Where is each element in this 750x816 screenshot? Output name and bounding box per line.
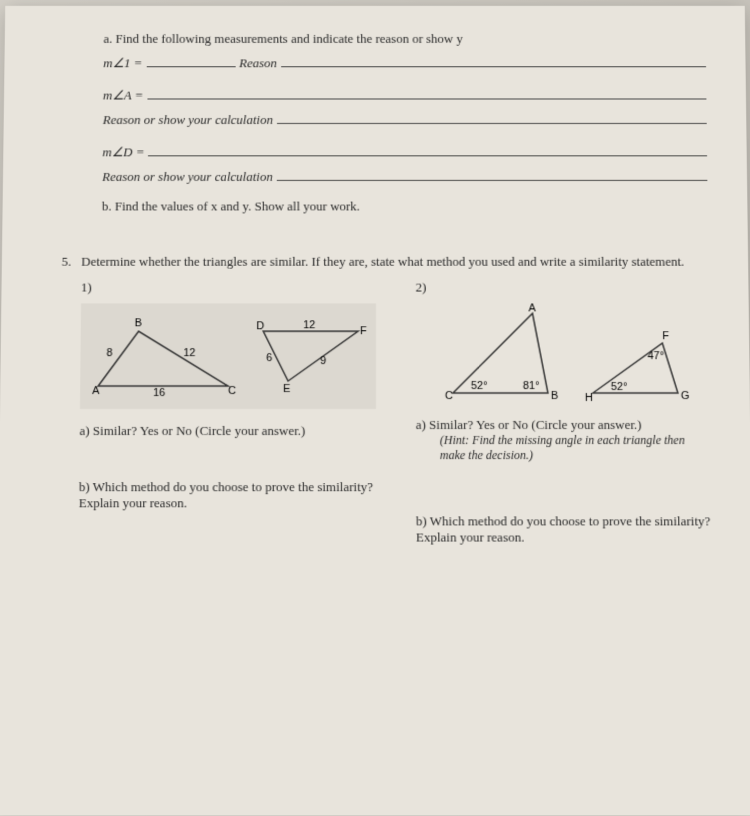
s12b: 12 <box>303 319 315 331</box>
p2-qb-text: b) Which method do you choose to prove t… <box>416 513 711 544</box>
question-5: 5. Determine whether the triangles are s… <box>58 254 711 556</box>
mD-label: m∠D = <box>102 145 144 161</box>
triangle-abc <box>98 331 228 386</box>
reason-calc-1: Reason or show your calculation <box>103 109 707 128</box>
m1-blank[interactable] <box>146 55 235 68</box>
q5-body: Determine whether the triangles are simi… <box>78 254 712 556</box>
reason-blank-1[interactable] <box>281 53 706 68</box>
part-b-text: b. Find the values of x and y. Show all … <box>102 199 360 214</box>
p2-qa-text: a) Similar? Yes or No (Circle your answe… <box>416 417 642 432</box>
mA-blank[interactable] <box>147 85 706 100</box>
p2-svg: A C B 52° 81° F H G 47° 52° <box>433 303 693 403</box>
p1-qa-text: a) Similar? Yes or No (Circle your answe… <box>79 423 305 438</box>
m1-line: m∠1 = Reason <box>103 53 706 72</box>
reason-calc-blank-1[interactable] <box>277 109 707 124</box>
q5-number: 5. <box>61 254 71 270</box>
mD-line: m∠D = <box>102 142 707 161</box>
p1-qb: b) Which method do you choose to prove t… <box>79 479 376 511</box>
p2-qa: a) Similar? Yes or No (Circle your answe… <box>416 417 711 463</box>
problem-1: 1) A B C 8 12 16 D <box>78 280 376 556</box>
part-a: a. Find the following measurements and i… <box>102 31 707 185</box>
s6: 6 <box>266 352 272 364</box>
p1-label: 1) <box>81 280 376 296</box>
triangle-def <box>263 331 358 381</box>
vD: D <box>256 320 264 332</box>
vC2: C <box>445 390 453 402</box>
vB2: B <box>551 390 558 402</box>
vC: C <box>228 385 236 397</box>
p2-qb: b) Which method do you choose to prove t… <box>416 513 712 545</box>
a81: 81° <box>523 380 540 392</box>
mA-line: m∠A = <box>103 85 707 104</box>
p1-qb-text: b) Which method do you choose to prove t… <box>79 479 373 510</box>
reason-calc-label-2: Reason or show your calculation <box>102 169 273 185</box>
vB: B <box>134 317 141 329</box>
a47: 47° <box>647 350 664 362</box>
reason-calc-blank-2[interactable] <box>277 166 708 181</box>
p1-qa: a) Similar? Yes or No (Circle your answe… <box>79 423 375 439</box>
q5-text: Determine whether the triangles are simi… <box>81 254 684 269</box>
worksheet-page: a. Find the following measurements and i… <box>0 6 750 816</box>
p1-diagram: A B C 8 12 16 D F E 12 6 <box>80 303 376 409</box>
s16: 16 <box>153 387 165 399</box>
reason-calc-2: Reason or show your calculation <box>102 166 707 185</box>
vG2: G <box>681 390 690 402</box>
p2-label: 2) <box>416 280 709 296</box>
mA-label: m∠A = <box>103 88 143 104</box>
p2-hint: (Hint: Find the missing angle in each tr… <box>440 433 711 463</box>
a52: 52° <box>471 380 488 392</box>
vF: F <box>360 325 367 337</box>
reason-calc-label-1: Reason or show your calculation <box>103 112 273 128</box>
vH2: H <box>585 392 593 404</box>
part-a-header: a. Find the following measurements and i… <box>103 31 705 47</box>
vA: A <box>92 385 100 397</box>
part-b: b. Find the values of x and y. Show all … <box>102 199 708 215</box>
a52b: 52° <box>611 381 628 393</box>
triangle-fgh <box>592 343 677 393</box>
vA2: A <box>528 302 536 314</box>
problems-row: 1) A B C 8 12 16 D <box>78 280 712 556</box>
problem-2: 2) A C B 52° 81° F <box>416 280 712 556</box>
s8: 8 <box>106 347 112 359</box>
m1-label: m∠1 = <box>103 56 142 72</box>
vE: E <box>283 383 290 395</box>
p2-diagram: A C B 52° 81° F H G 47° 52° <box>416 303 710 403</box>
reason-label-1: Reason <box>239 56 277 72</box>
s9: 9 <box>320 355 326 367</box>
s12a: 12 <box>183 347 195 359</box>
mD-blank[interactable] <box>148 142 707 157</box>
part-a-text: a. Find the following measurements and i… <box>103 31 462 47</box>
vF2: F <box>662 330 669 342</box>
p1-svg: A B C 8 12 16 D F E 12 6 <box>88 316 368 396</box>
